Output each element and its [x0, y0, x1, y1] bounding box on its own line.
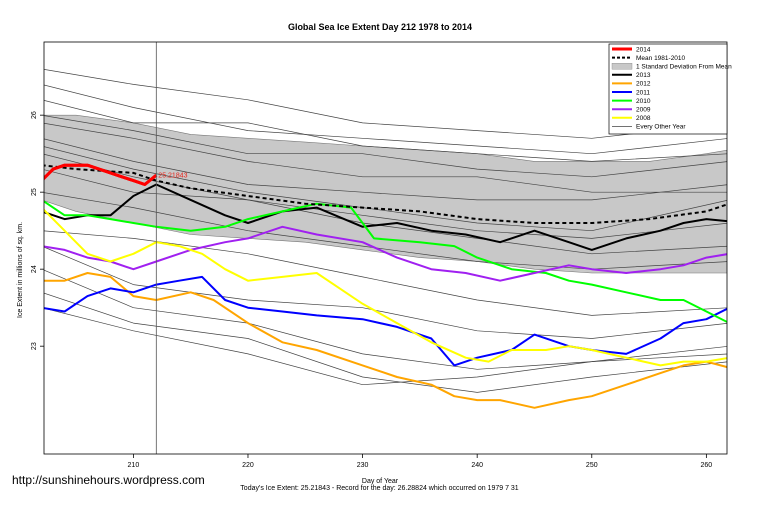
y-tick-label: 24 [31, 265, 38, 273]
plot-area: 25.21843 210 220 230 240 250 260 23 24 25 26 [31, 41, 728, 469]
watermark: http://sunshinehours.wordpress.com [12, 473, 205, 487]
chart-title: Global Sea Ice Extent Day 212 1978 to 20… [288, 22, 472, 32]
legend-label: Every Other Year [636, 124, 686, 131]
series-line-2010 [44, 200, 727, 324]
series-line-2007 [44, 307, 727, 386]
legend-label: 2010 [636, 98, 651, 105]
y-axis-label: Ice Extent in millions of sq. km. [17, 222, 24, 318]
series-line-2014-top [44, 163, 158, 186]
x-tick-label: 230 [357, 462, 369, 469]
series-line-2005 [44, 292, 727, 393]
series-line-1981 [44, 84, 727, 155]
legend-label: 2012 [636, 81, 651, 88]
mean-line [44, 164, 727, 224]
x-tick-label: 210 [128, 462, 140, 469]
x-tick-label: 260 [701, 462, 713, 469]
legend-swatch [611, 63, 633, 70]
x-axis-label: Day of Year [362, 478, 399, 485]
x-tick-label: 220 [242, 462, 254, 469]
x-tick-label: 250 [586, 462, 598, 469]
series-line-1989 [44, 138, 727, 201]
y-tick-label: 26 [31, 111, 38, 119]
series-line-1999 [44, 230, 727, 316]
legend-label: 2009 [636, 107, 651, 114]
legend-label: 1 Standard Deviation From Mean [636, 64, 732, 71]
series-line-2013 [44, 183, 727, 251]
plot-frame [43, 41, 728, 455]
plot-content [44, 69, 727, 409]
series-line-1983 [44, 100, 727, 162]
legend-label: 2014 [636, 46, 651, 53]
legend-label: 2011 [636, 89, 650, 96]
y-tick-label: 25 [31, 188, 38, 196]
series-line-1979 [44, 69, 727, 139]
annotation-label: 25.21843 [158, 172, 187, 179]
footer-text: Today's Ice Extent: 25.21843 - Record fo… [240, 485, 519, 492]
legend: 2014 Mean 1981-2010 1 Standard Deviation F… [608, 43, 732, 135]
series-line-2011 [44, 275, 727, 367]
legend-box [608, 43, 728, 135]
series-line-2012 [44, 272, 727, 409]
series-line-1987 [44, 122, 727, 193]
series-line-2009 [44, 225, 727, 282]
legend-label: 2013 [636, 72, 651, 79]
legend-label: Mean 1981-2010 [636, 55, 686, 62]
x-tick-label: 240 [471, 462, 483, 469]
legend-label: 2008 [636, 115, 651, 122]
series-line-1993 [44, 153, 727, 239]
series-line-2008 [44, 208, 727, 367]
series-line-2001 [44, 246, 727, 339]
y-tick-label: 23 [31, 342, 38, 350]
series-line-1985 [44, 115, 727, 178]
